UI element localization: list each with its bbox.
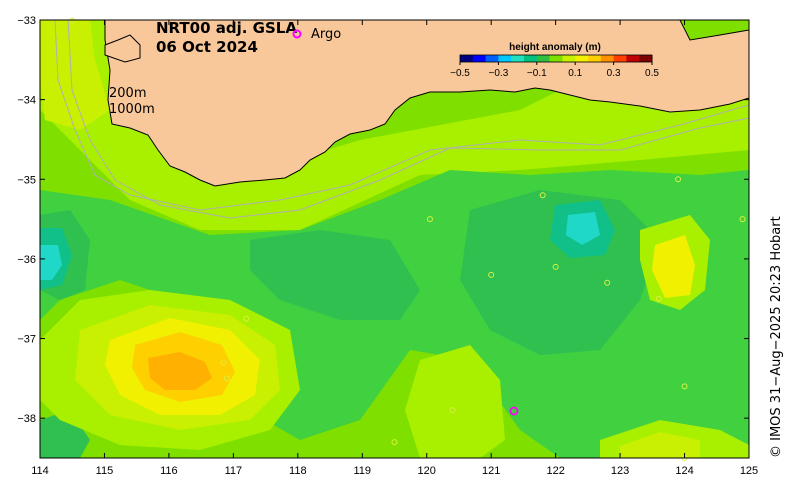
- field-yellowgreen-west: [40, 20, 110, 130]
- observation-dot: [488, 271, 495, 278]
- colorbar-tick-label: 0.1: [568, 68, 582, 79]
- y-axis: −33 −34 −35 −36 −37 −38: [17, 15, 749, 425]
- colorbar-tick-label: 0.3: [607, 68, 621, 79]
- colorbar-frame: [459, 54, 653, 63]
- land-inlet: [104, 34, 141, 63]
- observation-dots: [69, 17, 746, 461]
- argo-legend-icon: [292, 29, 302, 39]
- colorbar-swatch: [575, 55, 589, 62]
- field-cyan-east: [566, 212, 600, 245]
- observation-dot: [552, 263, 559, 270]
- observation-dot: [220, 359, 227, 366]
- field-warm-core: [148, 352, 212, 390]
- colorbar-tick-label: 0.5: [645, 68, 659, 79]
- colorbar-swatch: [588, 55, 602, 62]
- y-tick-label: −35: [17, 174, 36, 186]
- map-title-line2: 06 Oct 2024: [156, 38, 258, 56]
- observation-dot: [655, 295, 662, 302]
- x-tick-label: 124: [675, 465, 693, 477]
- x-tick-label: 123: [611, 465, 629, 477]
- argo-legend-label: Argo: [311, 27, 341, 42]
- colorbar-swatch: [485, 55, 499, 62]
- isobath-1000m: [67, 20, 749, 219]
- field-yellowgreen-south: [405, 345, 505, 458]
- observation-dot: [223, 375, 230, 382]
- colorbar-title: height anomaly (m): [509, 42, 601, 53]
- colorbar: −0.5 −0.3 −0.1 0.1 0.3 0.5: [450, 54, 659, 79]
- x-tick-label: 116: [160, 465, 178, 477]
- y-tick-label: −37: [17, 334, 36, 346]
- colorbar-swatch: [498, 55, 512, 62]
- y-tick-label: −33: [17, 15, 36, 27]
- x-tick-label: 115: [96, 465, 114, 477]
- y-tick-label: −36: [17, 254, 36, 266]
- observation-dot: [604, 279, 611, 286]
- x-axis: 114 115 116 117 118 119 120 121 122 123 124 125: [31, 20, 758, 477]
- observation-dot: [69, 17, 76, 24]
- colorbar-swatch: [524, 55, 538, 62]
- field-yellow-se: [620, 432, 700, 458]
- isobath-label-1000m: 1000m: [109, 102, 155, 117]
- colorbar-swatch: [613, 55, 627, 62]
- observation-dot: [675, 176, 682, 183]
- y-tick-label: −38: [17, 413, 36, 425]
- isobath-200m: [54, 20, 749, 211]
- field-midgreen-center: [250, 230, 420, 320]
- colorbar-swatch: [460, 55, 474, 62]
- x-tick-label: 125: [740, 465, 758, 477]
- observation-dot: [739, 216, 746, 223]
- observation-dot: [243, 315, 250, 322]
- field-yellow-east: [652, 235, 695, 298]
- colorbar-tick-label: −0.1: [527, 68, 547, 79]
- colorbar-swatch: [536, 55, 551, 62]
- observation-dot: [426, 216, 433, 223]
- observation-dot: [391, 439, 398, 446]
- field-cyan-west: [40, 245, 62, 280]
- observation-dot: [539, 192, 546, 199]
- colorbar-swatch: [549, 55, 563, 62]
- colorbar-swatch: [472, 55, 487, 62]
- x-tick-label: 118: [289, 465, 307, 477]
- colorbar-swatch: [626, 55, 640, 62]
- plot-frame: [39, 19, 750, 459]
- colorbar-swatch: [639, 55, 653, 62]
- colorbar-swatch: [600, 55, 615, 62]
- x-tick-label: 121: [482, 465, 500, 477]
- colorbar-tick-label: −0.3: [489, 68, 509, 79]
- x-tick-label: 114: [31, 465, 49, 477]
- colorbar-swatch: [562, 55, 576, 62]
- map-title-line1: NRT00 adj. GSLA: [156, 19, 297, 37]
- colorbar-tick-label: −0.5: [450, 68, 470, 79]
- credit-text: © IMOS 31−Aug−2025 20:23 Hobart: [769, 216, 784, 458]
- y-tick-label: −34: [17, 95, 36, 107]
- x-tick-label: 119: [353, 465, 371, 477]
- argo-float-marker[interactable]: [509, 406, 519, 416]
- x-tick-label: 117: [225, 465, 243, 477]
- anomaly-field: [40, 20, 749, 458]
- isobath-label-200m: 200m: [109, 86, 146, 101]
- x-tick-label: 120: [418, 465, 436, 477]
- observation-dot: [449, 407, 456, 414]
- x-tick-label: 122: [546, 465, 564, 477]
- colorbar-swatch: [511, 55, 525, 62]
- observation-dot: [681, 383, 688, 390]
